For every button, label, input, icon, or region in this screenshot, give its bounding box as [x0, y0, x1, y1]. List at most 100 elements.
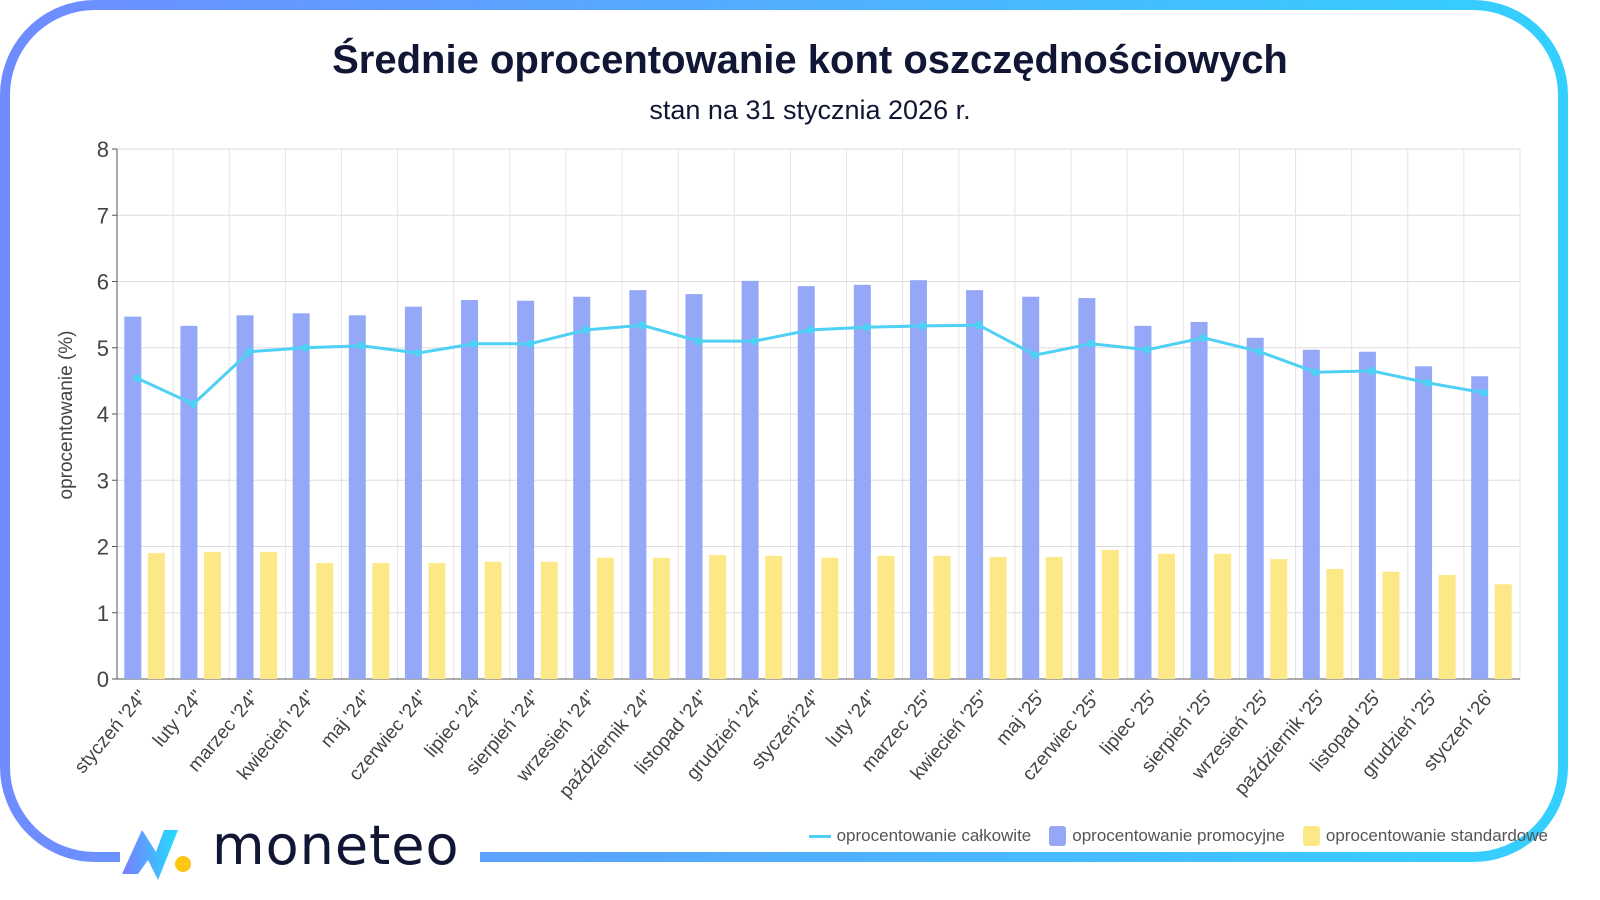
legend-label: oprocentowanie promocyjne: [1072, 826, 1285, 845]
bar-standard: [1438, 574, 1456, 679]
bar-promo: [1471, 376, 1489, 679]
legend-item-total: oprocentowanie całkowite: [808, 826, 1032, 846]
total-point: [750, 337, 759, 346]
chart-subtitle: stan na 31 stycznia 2026 r.: [649, 95, 971, 125]
total-point: [413, 349, 422, 358]
bar-promo: [1134, 325, 1152, 679]
y-axis-label: oprocentowanie (%): [56, 331, 77, 500]
bar-standard: [596, 557, 614, 679]
total-point: [357, 341, 366, 350]
bar-promo: [741, 280, 759, 679]
x-tick-label: luty '24": [149, 687, 208, 751]
moneteo-logo: moneteo: [120, 814, 480, 882]
bar-promo: [404, 306, 422, 679]
bar-promo: [1415, 366, 1433, 679]
legend-item-promo: oprocentowanie promocyjne: [1049, 826, 1285, 846]
total-point: [1480, 388, 1489, 397]
bar-promo: [292, 313, 310, 679]
bar-standard: [1101, 549, 1119, 679]
total-point: [862, 323, 871, 332]
bar-standard: [484, 561, 502, 679]
x-tick-label: luty '24": [823, 687, 882, 751]
total-point: [526, 339, 535, 348]
bar-standard: [1494, 584, 1512, 679]
y-tick-label: 2: [97, 535, 109, 560]
total-point: [133, 374, 142, 383]
total-point: [189, 400, 198, 409]
y-tick-label: 5: [97, 336, 109, 361]
x-ticks: styczeń '24"luty '24"marzec '24"kwiecień…: [71, 687, 1499, 802]
y-tick-label: 3: [97, 468, 109, 493]
bar-standard: [1382, 571, 1400, 679]
bar-promo: [461, 300, 479, 679]
bar-standard: [709, 555, 727, 679]
bar-standard: [147, 553, 165, 679]
bars: [124, 280, 1512, 679]
bar-promo: [966, 290, 984, 679]
total-point: [245, 347, 254, 356]
bar-promo: [348, 315, 366, 679]
total-point: [694, 337, 703, 346]
total-point: [1031, 351, 1040, 360]
bar-standard: [1270, 559, 1288, 679]
legend-label: oprocentowanie całkowite: [836, 826, 1032, 845]
bar-promo: [573, 296, 591, 679]
total-point: [1423, 378, 1432, 387]
y-tick-label: 0: [97, 667, 109, 692]
bar-promo: [124, 316, 142, 679]
total-point: [1255, 347, 1264, 356]
total-line: [133, 321, 1489, 409]
bar-promo: [685, 294, 703, 679]
bar-standard: [260, 551, 278, 679]
total-point: [638, 321, 647, 330]
bar-standard: [1326, 569, 1344, 679]
y-tick-label: 4: [97, 402, 109, 427]
bar-promo: [236, 315, 254, 679]
bar-standard: [1045, 557, 1063, 679]
bar-promo: [517, 300, 535, 679]
total-point: [301, 343, 310, 352]
total-point: [1367, 366, 1376, 375]
legend: oprocentowanie całkowite oprocentowanie …: [808, 826, 1548, 846]
x-tick-label: styczeń '24": [71, 687, 152, 778]
legend-item-standard: oprocentowanie standardowe: [1302, 826, 1548, 846]
bar-standard: [765, 555, 783, 679]
bar-promo: [629, 290, 647, 679]
y-tick-label: 1: [97, 601, 109, 626]
total-point: [582, 325, 591, 334]
bar-promo: [1190, 321, 1208, 679]
bar-standard: [1158, 553, 1176, 679]
brand-name: moneteo: [212, 814, 460, 877]
bar-promo: [1022, 296, 1040, 679]
y-tick-label: 8: [97, 137, 109, 162]
total-point: [806, 325, 815, 334]
bar-standard: [372, 563, 390, 679]
total-point: [1311, 368, 1320, 377]
bar-standard: [428, 563, 446, 679]
legend-label: oprocentowanie standardowe: [1325, 826, 1548, 845]
bar-promo: [797, 286, 815, 679]
total-point: [975, 321, 984, 330]
bar-standard: [989, 557, 1007, 679]
bar-promo: [1358, 351, 1376, 679]
bar-promo: [909, 280, 927, 679]
bar-standard: [877, 555, 895, 679]
logo-mark-icon: [122, 830, 191, 880]
chart-title: Średnie oprocentowanie kont oszczędności…: [332, 38, 1288, 82]
total-point: [918, 321, 927, 330]
y-tick-label: 7: [97, 203, 109, 228]
bar-promo: [180, 325, 198, 679]
bar-promo: [1302, 349, 1320, 679]
bar-standard: [540, 561, 558, 679]
x-tick-label: maj '24": [317, 687, 376, 752]
total-point: [1199, 333, 1208, 342]
bar-standard: [933, 555, 951, 679]
total-point: [1143, 345, 1152, 354]
bar-standard: [203, 551, 221, 679]
legend-swatch-promo: [1049, 826, 1067, 846]
bar-promo: [1246, 337, 1264, 679]
bar-standard: [1214, 553, 1232, 679]
bar-standard: [821, 557, 839, 679]
